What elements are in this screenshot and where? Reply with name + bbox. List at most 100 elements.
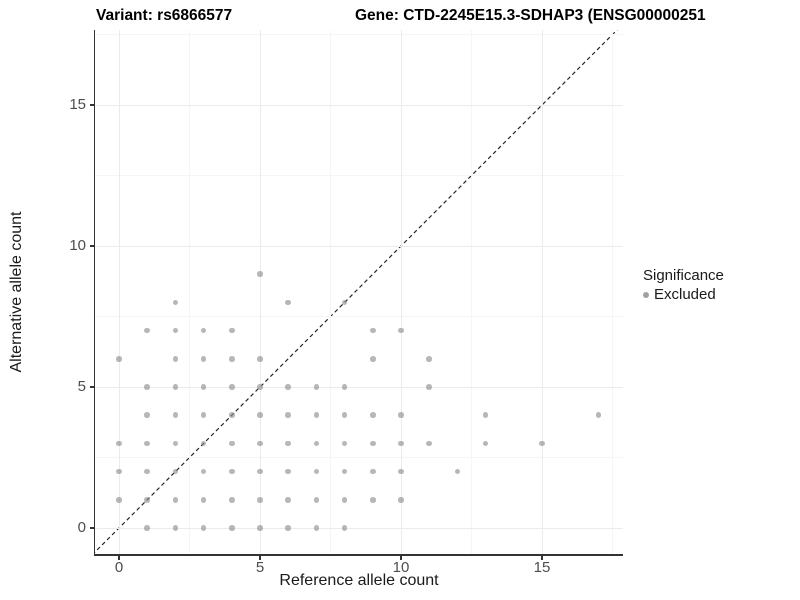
data-point xyxy=(200,525,207,531)
data-point xyxy=(313,468,320,475)
data-point xyxy=(426,440,432,447)
x-major-gridline xyxy=(541,30,543,554)
x-major-gridline xyxy=(259,30,261,554)
data-point xyxy=(144,384,150,390)
data-point xyxy=(285,497,291,503)
data-point xyxy=(257,525,263,531)
data-point xyxy=(313,525,320,531)
data-point xyxy=(341,412,348,418)
data-point xyxy=(229,384,235,390)
data-point xyxy=(200,468,207,475)
y-major-gridline xyxy=(95,245,623,247)
data-point xyxy=(257,271,263,277)
x-major-gridline xyxy=(118,30,120,554)
data-point xyxy=(398,468,404,475)
identity-line xyxy=(95,30,618,553)
y-axis-line xyxy=(93,30,96,556)
data-point xyxy=(144,468,150,475)
data-point xyxy=(313,440,320,447)
data-point xyxy=(398,497,404,503)
data-point xyxy=(341,468,348,475)
data-point xyxy=(229,356,235,362)
x-tick-mark xyxy=(118,556,120,560)
data-point xyxy=(200,497,207,503)
data-point xyxy=(229,497,235,503)
data-point xyxy=(200,440,207,447)
data-point xyxy=(341,384,348,390)
data-point xyxy=(398,440,404,447)
data-point xyxy=(257,497,263,503)
data-point xyxy=(116,356,122,362)
data-point xyxy=(341,299,348,306)
legend-title: Significance xyxy=(643,267,724,284)
y-minor-gridline xyxy=(95,457,623,458)
data-point xyxy=(370,440,376,447)
x-tick-label: 0 xyxy=(114,559,124,576)
x-axis-title: Reference allele count xyxy=(279,572,439,589)
data-point xyxy=(370,327,376,334)
data-point xyxy=(482,440,489,447)
data-point xyxy=(144,497,150,503)
data-point xyxy=(257,412,263,418)
variant-title: Variant: rs6866577 xyxy=(96,7,233,24)
y-tick-label: 15 xyxy=(69,96,86,113)
data-point xyxy=(313,412,320,418)
data-point xyxy=(257,384,263,390)
data-point xyxy=(200,412,207,418)
data-point xyxy=(172,384,179,390)
y-minor-gridline xyxy=(95,175,623,176)
y-minor-gridline xyxy=(95,316,623,317)
x-major-gridline xyxy=(400,30,402,554)
y-tick-mark xyxy=(89,245,94,247)
y-tick-label: 0 xyxy=(77,519,86,536)
data-point xyxy=(116,468,122,475)
data-point xyxy=(229,525,235,531)
x-minor-gridline xyxy=(471,30,472,554)
data-point xyxy=(313,497,320,503)
y-tick-label: 10 xyxy=(69,237,86,254)
data-point xyxy=(116,440,122,447)
data-point xyxy=(285,468,291,475)
data-point xyxy=(172,356,179,362)
x-tick-label: 5 xyxy=(255,559,265,576)
y-major-gridline xyxy=(95,527,623,529)
data-point xyxy=(285,299,291,306)
data-point xyxy=(482,412,489,418)
legend: Significance Excluded xyxy=(643,266,724,304)
x-tick-label: 15 xyxy=(533,559,551,576)
data-point xyxy=(426,356,432,362)
data-point xyxy=(172,440,179,447)
data-point xyxy=(341,525,348,531)
data-point xyxy=(172,412,179,418)
data-point xyxy=(341,497,348,503)
data-point xyxy=(426,384,432,390)
y-tick-label: 5 xyxy=(77,378,86,395)
data-point xyxy=(200,384,207,390)
x-tick-mark xyxy=(259,556,261,560)
y-major-gridline xyxy=(95,386,623,388)
y-tick-mark xyxy=(89,386,94,388)
data-point xyxy=(144,440,150,447)
data-point xyxy=(229,440,235,447)
x-minor-gridline xyxy=(612,30,613,554)
data-point xyxy=(229,468,235,475)
data-point xyxy=(285,440,291,447)
data-point xyxy=(370,356,376,362)
data-point xyxy=(398,327,404,334)
data-point xyxy=(172,327,179,334)
y-minor-gridline xyxy=(95,34,623,35)
data-point xyxy=(313,384,320,390)
data-point xyxy=(172,525,179,531)
data-point xyxy=(370,497,376,503)
data-point xyxy=(454,468,461,475)
x-minor-gridline xyxy=(189,30,190,554)
data-point xyxy=(341,440,348,447)
data-point xyxy=(229,327,235,334)
data-point xyxy=(285,384,291,390)
y-tick-mark xyxy=(89,527,94,529)
data-point xyxy=(116,497,122,503)
data-point xyxy=(172,468,179,475)
data-point xyxy=(257,468,263,475)
data-point xyxy=(370,468,376,475)
